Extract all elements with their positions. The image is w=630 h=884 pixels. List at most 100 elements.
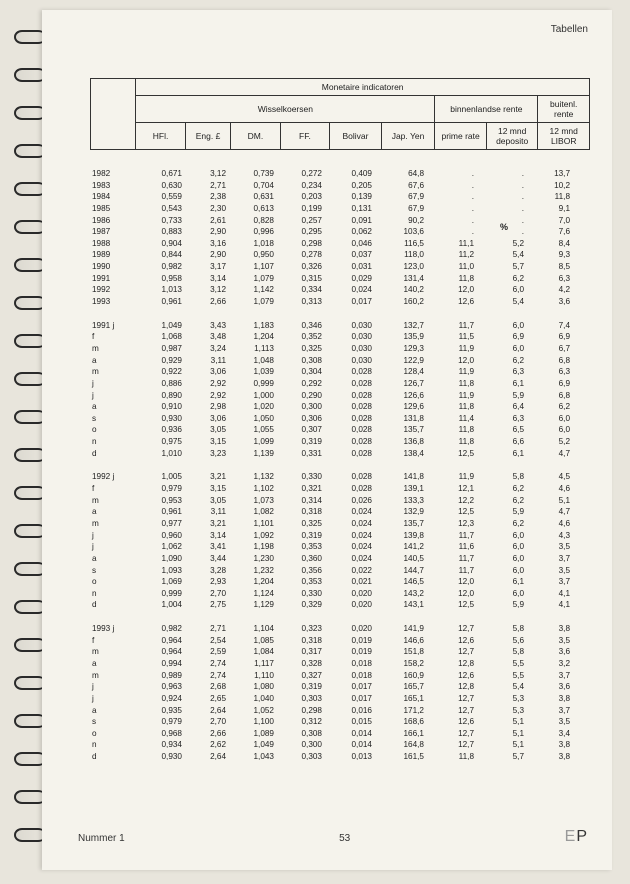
cell: 164,8 bbox=[372, 739, 424, 751]
table-row: s0,9303,061,0500,3060,028131,811,46,36,0 bbox=[90, 413, 590, 425]
cell: 0,030 bbox=[322, 331, 372, 343]
cell: 11,7 bbox=[424, 565, 474, 577]
cell: 12,6 bbox=[424, 670, 474, 682]
cell: m bbox=[90, 670, 134, 682]
cell: 0,028 bbox=[322, 378, 372, 390]
cell: 3,7 bbox=[524, 705, 574, 717]
cell: 131,4 bbox=[372, 273, 424, 285]
cell: 141,9 bbox=[372, 623, 424, 635]
cell: s bbox=[90, 716, 134, 728]
cell: 5,6 bbox=[474, 635, 524, 647]
cell: 6,0 bbox=[524, 424, 574, 436]
cell: 1989 bbox=[90, 249, 134, 261]
cell: j bbox=[90, 390, 134, 402]
cell: 1,013 bbox=[134, 284, 182, 296]
cell: 1,139 bbox=[226, 448, 274, 460]
cell: d bbox=[90, 599, 134, 611]
table-row: m0,9773,211,1010,3250,024135,712,36,24,6 bbox=[90, 518, 590, 530]
cell: 3,17 bbox=[182, 261, 226, 273]
cell: 6,8 bbox=[524, 390, 574, 402]
cell: 165,1 bbox=[372, 693, 424, 705]
cell: 12,6 bbox=[424, 296, 474, 308]
cell: 141,2 bbox=[372, 541, 424, 553]
cell: 0,334 bbox=[274, 284, 322, 296]
cell: m bbox=[90, 343, 134, 355]
cell: 1,142 bbox=[226, 284, 274, 296]
cell: s bbox=[90, 565, 134, 577]
cell: 0,930 bbox=[134, 751, 182, 763]
cell: 7,0 bbox=[524, 215, 574, 227]
table-row: a0,9942,741,1170,3280,018158,212,85,53,2 bbox=[90, 658, 590, 670]
table-row: 19870,8832,900,9960,2950,062103,6..7,6 bbox=[90, 226, 590, 238]
cell: 1,018 bbox=[226, 238, 274, 250]
cell: 12,0 bbox=[424, 355, 474, 367]
cell: 11,8 bbox=[424, 273, 474, 285]
cell: 6,7 bbox=[524, 343, 574, 355]
cell: 0,936 bbox=[134, 424, 182, 436]
cell: 0,021 bbox=[322, 576, 372, 588]
cell: 3,21 bbox=[182, 518, 226, 530]
cell: 3,44 bbox=[182, 553, 226, 565]
col-bolivar: Bolivar bbox=[330, 123, 382, 150]
cell: 132,7 bbox=[372, 320, 424, 332]
cell: 0,022 bbox=[322, 565, 372, 577]
cell: 1,099 bbox=[226, 436, 274, 448]
cell: 0,968 bbox=[134, 728, 182, 740]
cell: 0,292 bbox=[274, 378, 322, 390]
cell: j bbox=[90, 378, 134, 390]
cell: 1,090 bbox=[134, 553, 182, 565]
cell: 1,198 bbox=[226, 541, 274, 553]
cell: 135,7 bbox=[372, 518, 424, 530]
table-row: a0,9293,111,0480,3080,030122,912,06,26,8 bbox=[90, 355, 590, 367]
cell: 12,6 bbox=[424, 635, 474, 647]
cell: s bbox=[90, 413, 134, 425]
cell: 1,010 bbox=[134, 448, 182, 460]
cell: 1,079 bbox=[226, 273, 274, 285]
footer-logo: EP bbox=[565, 828, 588, 846]
cell: a bbox=[90, 401, 134, 413]
cell: 0,139 bbox=[322, 191, 372, 203]
cell: m bbox=[90, 366, 134, 378]
cell: 5,3 bbox=[474, 705, 524, 717]
cell: 4,6 bbox=[524, 483, 574, 495]
cell: 0,982 bbox=[134, 261, 182, 273]
cell: 1,043 bbox=[226, 751, 274, 763]
cell: d bbox=[90, 448, 134, 460]
cell: 1,084 bbox=[226, 646, 274, 658]
footer-page: 53 bbox=[339, 833, 350, 844]
cell: 103,6 bbox=[372, 226, 424, 238]
cell: 2,61 bbox=[182, 215, 226, 227]
table-row: 19900,9823,171,1070,3260,031123,011,05,7… bbox=[90, 261, 590, 273]
cell: 1993 j bbox=[90, 623, 134, 635]
cell: 1,055 bbox=[226, 424, 274, 436]
cell: 0,924 bbox=[134, 693, 182, 705]
cell: 2,30 bbox=[182, 203, 226, 215]
cell: f bbox=[90, 331, 134, 343]
cell: n bbox=[90, 436, 134, 448]
cell: 0,353 bbox=[274, 576, 322, 588]
cell: 0,306 bbox=[274, 413, 322, 425]
table-row: 19840,5592,380,6310,2030,13967,9..11,8 bbox=[90, 191, 590, 203]
cell: 0,989 bbox=[134, 670, 182, 682]
cell: m bbox=[90, 646, 134, 658]
cell: 0,321 bbox=[274, 483, 322, 495]
cell: n bbox=[90, 739, 134, 751]
cell: j bbox=[90, 693, 134, 705]
cell: 12,7 bbox=[424, 693, 474, 705]
table-row: 19890,8442,900,9500,2780,037118,011,25,4… bbox=[90, 249, 590, 261]
cell: 6,0 bbox=[474, 541, 524, 553]
cell: 151,8 bbox=[372, 646, 424, 658]
cell: 1,117 bbox=[226, 658, 274, 670]
cell: 1987 bbox=[90, 226, 134, 238]
cell: 11,8 bbox=[524, 191, 574, 203]
cell: 5,4 bbox=[474, 249, 524, 261]
cell: 3,6 bbox=[524, 646, 574, 658]
cell: 0,331 bbox=[274, 448, 322, 460]
cell: 3,12 bbox=[182, 168, 226, 180]
cell: 0,028 bbox=[322, 448, 372, 460]
cell: 0,199 bbox=[274, 203, 322, 215]
cell: 12,7 bbox=[424, 646, 474, 658]
cell: 6,0 bbox=[474, 284, 524, 296]
cell: 0,630 bbox=[134, 180, 182, 192]
cell: 0,017 bbox=[322, 693, 372, 705]
